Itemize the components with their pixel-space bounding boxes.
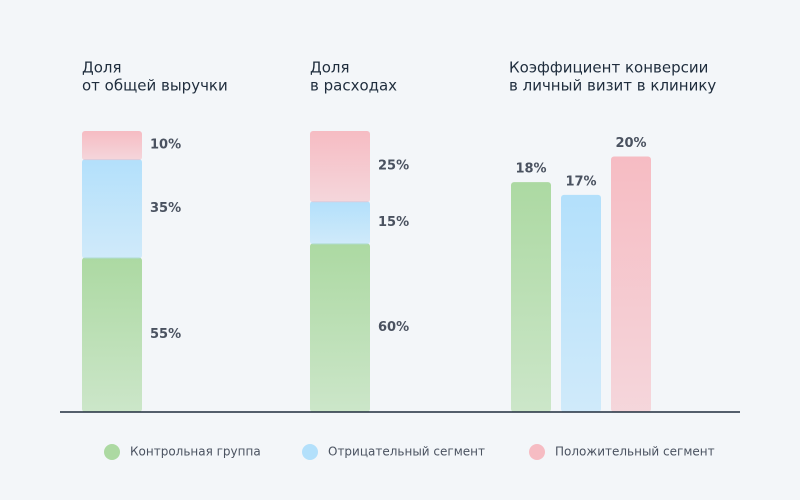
value-label: 60%: [378, 320, 409, 335]
bar-segment: [82, 159, 142, 259]
bar-segment: [310, 243, 370, 412]
chart-title: Доля: [310, 59, 350, 77]
bar: [561, 194, 601, 412]
value-label: 10%: [150, 138, 181, 153]
value-label: 18%: [515, 162, 546, 177]
legend-label: Положительный сегмент: [555, 445, 715, 459]
legend-label: Отрицательный сегмент: [328, 445, 485, 459]
chart-title: от общей выручки: [82, 77, 228, 95]
value-label: 55%: [150, 327, 181, 342]
chart-title: Доля: [82, 59, 122, 77]
chart-title: в личный визит в клинику: [509, 77, 716, 95]
bar: [511, 182, 551, 412]
chart-title: Коэффициент конверсии: [509, 59, 708, 77]
value-label: 15%: [378, 215, 409, 230]
bar: [611, 156, 651, 412]
bar-segment: [310, 131, 370, 203]
bar-segment: [310, 201, 370, 245]
value-label: 25%: [378, 159, 409, 174]
chart-title: в расходах: [310, 77, 397, 95]
value-label: 20%: [615, 136, 646, 151]
value-label: 35%: [150, 201, 181, 216]
bar-segment: [82, 131, 142, 161]
legend-marker: [302, 444, 318, 460]
legend-label: Контрольная группа: [130, 445, 261, 459]
legend-marker: [529, 444, 545, 460]
legend-marker: [104, 444, 120, 460]
bar-segment: [82, 257, 142, 412]
value-label: 17%: [565, 174, 596, 189]
